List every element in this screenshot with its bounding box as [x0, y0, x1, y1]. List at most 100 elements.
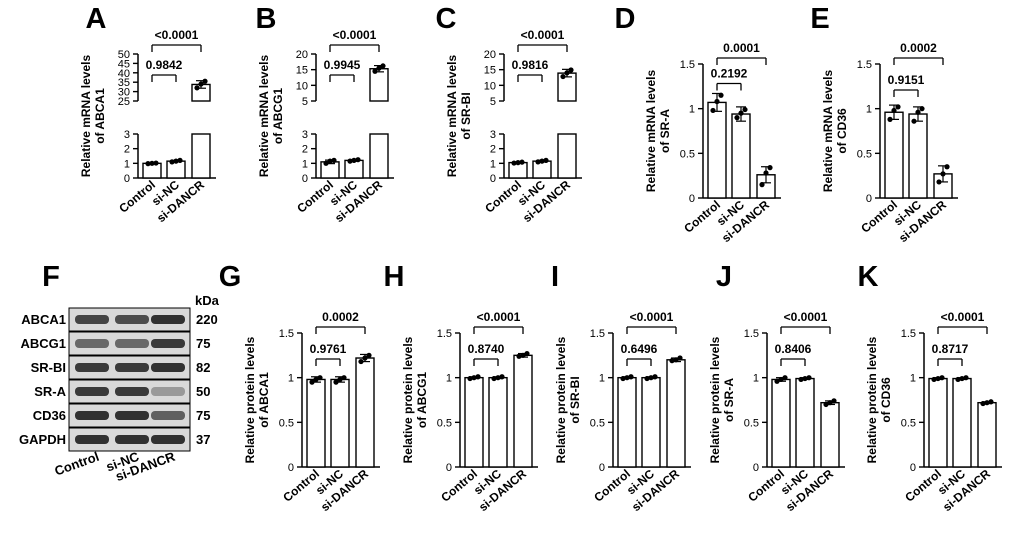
p-value-label: 0.0001 — [723, 41, 760, 55]
data-point — [313, 376, 319, 383]
data-point — [355, 157, 361, 163]
protein-band — [75, 339, 109, 348]
data-point — [940, 171, 946, 177]
y-tick-label: 1.5 — [680, 59, 695, 71]
data-point — [774, 378, 780, 384]
y-tick-label: 5 — [490, 96, 496, 108]
y-axis-title: Relative mRNA levels — [644, 70, 658, 193]
bar — [771, 378, 791, 468]
kda-value: 75 — [196, 408, 210, 423]
lane-label: Control — [52, 449, 101, 479]
data-point — [317, 375, 323, 381]
data-point — [202, 78, 208, 84]
data-point — [710, 107, 716, 114]
kda-value: 37 — [196, 432, 210, 447]
bar — [513, 354, 533, 468]
kda-value: 75 — [196, 336, 210, 351]
data-point — [944, 164, 950, 170]
y-tick-label: 50 — [118, 49, 130, 61]
data-point — [347, 158, 353, 164]
y-tick-label: 15 — [484, 65, 496, 77]
data-point — [955, 376, 961, 383]
y-tick-label: 2 — [302, 144, 308, 156]
y-tick-label: 3 — [302, 129, 308, 141]
panel-letter: D — [615, 3, 636, 35]
bar — [641, 376, 661, 468]
data-point — [628, 374, 634, 380]
p-value-label: <0.0001 — [784, 310, 828, 324]
protein-band — [151, 411, 185, 420]
panel-letter: H — [384, 261, 405, 293]
p-value-label: 0.8406 — [775, 342, 812, 356]
data-point — [802, 375, 808, 382]
y-axis-title: of SR-BI — [568, 376, 582, 423]
y-tick-label: 0 — [124, 173, 130, 185]
data-point — [939, 375, 945, 381]
data-point — [515, 160, 521, 166]
data-point — [145, 161, 151, 167]
data-point — [887, 116, 893, 122]
p-value-label: <0.0001 — [477, 310, 521, 324]
y-tick-label: 0.5 — [590, 417, 605, 429]
p-value-label: 0.0002 — [322, 310, 359, 324]
data-point — [539, 158, 545, 164]
chart-panel-b: B 0 1 2 3 5 10 15 20 Relative mRNA levels of ABCG1… — [256, 3, 394, 225]
protein-band — [151, 363, 185, 372]
data-point — [372, 68, 378, 74]
data-point — [919, 106, 925, 112]
protein-band — [151, 435, 185, 444]
y-axis-title: of SR-BI — [459, 92, 473, 139]
panel-letter: F — [42, 261, 60, 293]
data-point — [198, 81, 204, 87]
data-point — [173, 158, 179, 164]
data-point — [806, 375, 812, 381]
panel-letter: E — [810, 3, 829, 35]
y-tick-label: 1 — [910, 373, 916, 385]
bar — [977, 401, 997, 468]
y-tick-label: 0.5 — [744, 417, 759, 429]
chart-panel-i: I 0 0.5 1 1.5 Relative protein levels of SR-BI… — [551, 261, 691, 514]
y-tick-label: 1 — [446, 373, 452, 385]
data-point — [511, 160, 517, 166]
protein-band — [75, 411, 109, 420]
data-point — [153, 160, 159, 166]
data-point — [936, 179, 942, 185]
y-tick-label: 5 — [302, 96, 308, 108]
data-point — [333, 379, 339, 385]
data-point — [959, 375, 965, 382]
protein-band — [115, 339, 149, 348]
data-point — [742, 106, 748, 113]
data-point — [714, 98, 720, 105]
protein-label: SR-A — [34, 384, 66, 399]
data-point — [327, 158, 333, 164]
data-point — [475, 374, 481, 380]
y-tick-label: 1 — [753, 373, 759, 385]
p-value-label: 0.9761 — [310, 342, 347, 356]
y-tick-label: 15 — [296, 65, 308, 77]
bar — [617, 376, 637, 468]
p-value-label: 0.8717 — [932, 342, 969, 356]
data-point — [323, 160, 329, 166]
y-tick-label: 1.5 — [590, 328, 605, 340]
data-point — [194, 85, 200, 91]
bar — [369, 68, 389, 102]
bar — [464, 376, 484, 468]
y-axis-title: Relative mRNA levels — [445, 55, 459, 178]
y-tick-label: 25 — [118, 96, 130, 108]
y-tick-label: 3 — [490, 129, 496, 141]
data-point — [535, 159, 541, 165]
y-tick-label: 0 — [302, 173, 308, 185]
data-point — [568, 67, 574, 73]
y-axis-title: Relative protein levels — [865, 336, 879, 463]
panel-letter: K — [858, 261, 879, 293]
y-tick-label: 0 — [446, 462, 452, 474]
data-point — [911, 118, 917, 124]
p-value-label: <0.0001 — [941, 310, 985, 324]
protein-band — [151, 339, 185, 348]
y-axis-title: of SR-A — [722, 378, 736, 422]
data-point — [366, 352, 372, 358]
data-point — [935, 375, 941, 382]
y-tick-label: 10 — [296, 80, 308, 92]
